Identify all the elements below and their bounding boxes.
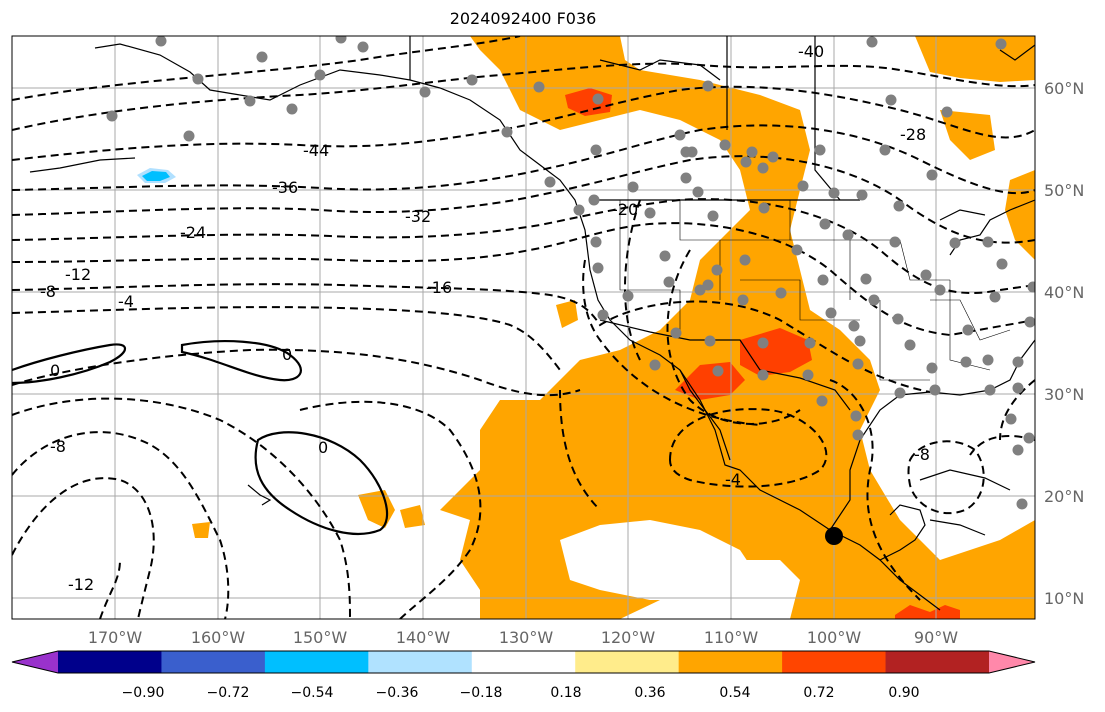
height-contours-negative: [12, 36, 1035, 426]
svg-text:-16: -16: [426, 278, 452, 297]
svg-text:170°W: 170°W: [88, 628, 143, 647]
svg-text:140°W: 140°W: [396, 628, 451, 647]
colorbar-segment: [368, 651, 473, 673]
height-contours-subtropic: [12, 379, 1035, 619]
svg-text:-28: -28: [900, 125, 926, 144]
colorbar-extend-low: [12, 651, 58, 673]
contour-labels: -40 -44 -36 -32 -28 -24 -20 -16 -12 -8 -…: [40, 42, 930, 594]
svg-text:0: 0: [50, 361, 60, 380]
svg-text:-20: -20: [612, 200, 638, 219]
svg-text:160°W: 160°W: [191, 628, 246, 647]
svg-text:90°W: 90°W: [914, 628, 958, 647]
svg-text:-8: -8: [50, 437, 66, 456]
svg-text:130°W: 130°W: [499, 628, 554, 647]
svg-text:-36: -36: [272, 178, 298, 197]
colorbar-segment: [678, 651, 783, 673]
colorbar-segment: [58, 651, 162, 673]
colorbar-extend-high: [989, 651, 1035, 673]
svg-text:40°N: 40°N: [1044, 283, 1084, 302]
colorbar-segment: [885, 651, 990, 673]
svg-text:−0.54: −0.54: [291, 685, 334, 701]
svg-text:0.54: 0.54: [719, 685, 750, 701]
svg-text:0: 0: [282, 345, 292, 364]
colorbar: [11, 650, 1036, 674]
colorbar-outline: [11, 650, 1036, 674]
anomaly-shading-orange: [192, 36, 1035, 619]
svg-text:−0.18: −0.18: [460, 685, 503, 701]
svg-text:120°W: 120°W: [601, 628, 656, 647]
highlight-station-marker: [825, 527, 843, 545]
svg-text:-40: -40: [798, 42, 824, 61]
latitude-tick-labels: 60°N 50°N 40°N 30°N 20°N 10°N: [1044, 79, 1084, 608]
station-markers: [106, 36, 1035, 510]
svg-text:-32: -32: [405, 207, 431, 226]
svg-text:-4: -4: [725, 470, 741, 489]
colorbar-segment: [161, 651, 266, 673]
svg-text:50°N: 50°N: [1044, 181, 1084, 200]
longitude-tick-labels: 170°W 160°W 150°W 140°W 130°W 120°W 110°…: [88, 628, 958, 647]
svg-text:−0.90: −0.90: [122, 685, 165, 701]
svg-text:0.18: 0.18: [550, 685, 581, 701]
svg-text:10°N: 10°N: [1044, 589, 1084, 608]
anomaly-shading-blue-core: [142, 171, 170, 181]
height-contours-zero: [12, 340, 389, 535]
svg-text:60°N: 60°N: [1044, 79, 1084, 98]
svg-text:110°W: 110°W: [704, 628, 759, 647]
svg-text:-8: -8: [914, 445, 930, 464]
svg-text:30°N: 30°N: [1044, 385, 1084, 404]
svg-text:0.36: 0.36: [634, 685, 665, 701]
svg-text:-4: -4: [118, 292, 134, 311]
colorbar-segment: [782, 651, 887, 673]
svg-text:−0.36: −0.36: [376, 685, 419, 701]
svg-text:-8: -8: [40, 282, 56, 301]
colorbar-tick-labels: −0.90 −0.72 −0.54 −0.36 −0.18 0.18 0.36 …: [122, 685, 920, 701]
svg-text:0.72: 0.72: [803, 685, 834, 701]
svg-text:150°W: 150°W: [293, 628, 348, 647]
svg-text:-24: -24: [180, 223, 206, 242]
map-frame: [11, 35, 1036, 620]
colorbar-segment: [264, 651, 369, 673]
colorbar-segment: [575, 651, 680, 673]
map-title: 2024092400 F036: [449, 9, 597, 28]
svg-text:-44: -44: [303, 141, 329, 160]
svg-text:−0.72: −0.72: [207, 685, 250, 701]
svg-text:-12: -12: [68, 575, 94, 594]
colorbar-segment: [471, 651, 576, 673]
svg-text:-12: -12: [65, 265, 91, 284]
anomaly-shading-red: [565, 88, 960, 619]
svg-text:0: 0: [318, 438, 328, 457]
svg-text:0.90: 0.90: [888, 685, 919, 701]
svg-text:20°N: 20°N: [1044, 487, 1084, 506]
svg-text:100°W: 100°W: [807, 628, 862, 647]
